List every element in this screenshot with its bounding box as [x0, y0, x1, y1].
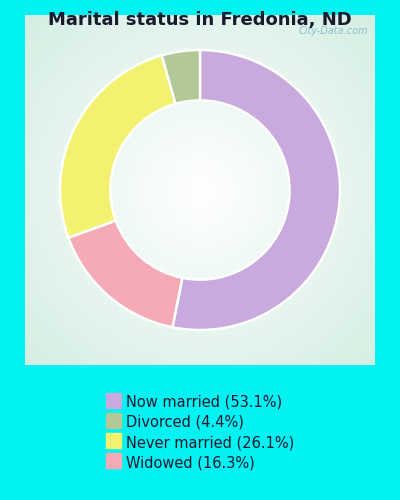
- Wedge shape: [60, 56, 176, 238]
- Wedge shape: [68, 220, 182, 328]
- Wedge shape: [162, 50, 200, 104]
- Text: Marital status in Fredonia, ND: Marital status in Fredonia, ND: [48, 11, 352, 29]
- Text: City-Data.com: City-Data.com: [298, 26, 368, 36]
- Wedge shape: [172, 50, 340, 330]
- Legend: Now married (53.1%), Divorced (4.4%), Never married (26.1%), Widowed (16.3%): Now married (53.1%), Divorced (4.4%), Ne…: [100, 389, 300, 476]
